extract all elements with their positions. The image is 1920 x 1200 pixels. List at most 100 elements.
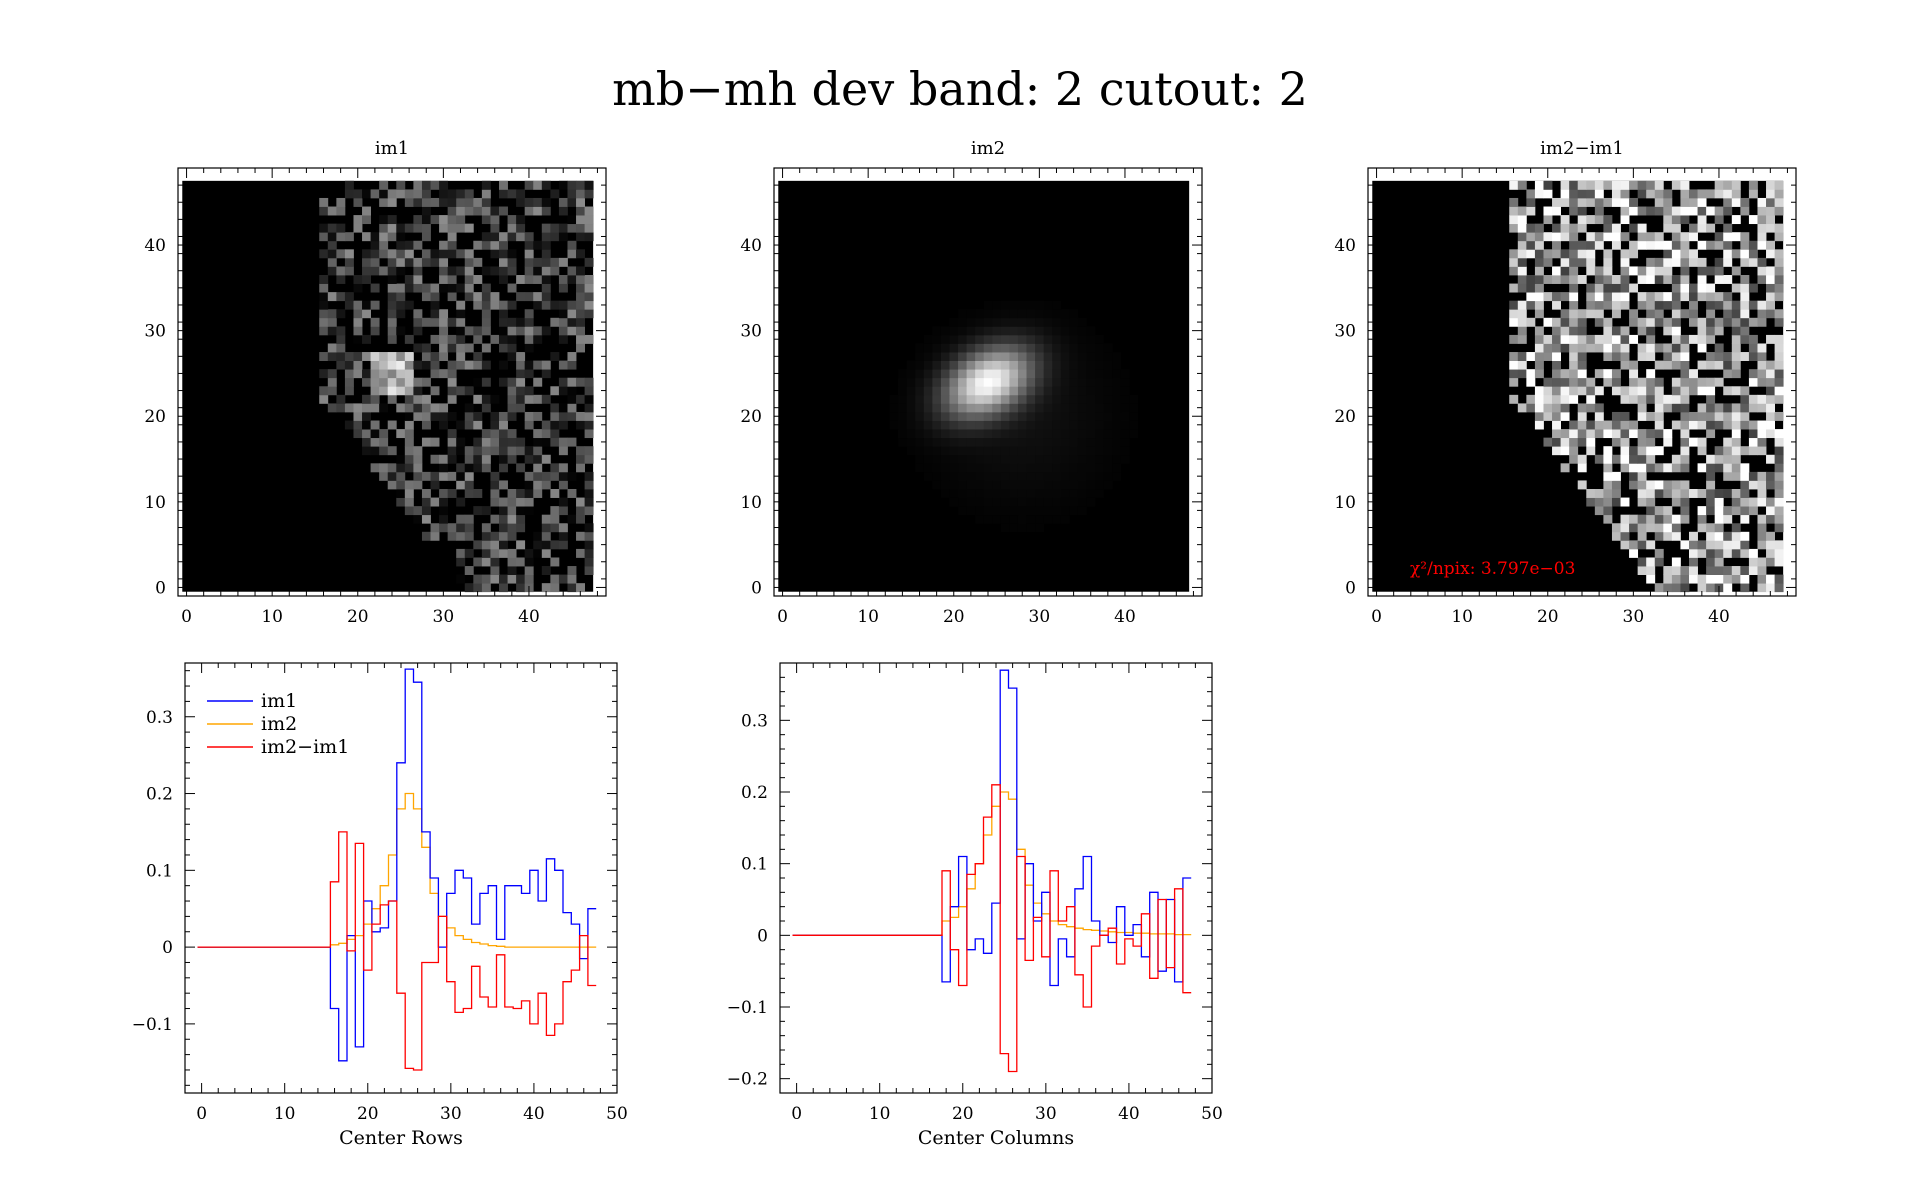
heatmap-cell	[533, 292, 543, 302]
heatmap-cell	[1714, 523, 1724, 533]
heatmap-cell	[940, 334, 950, 344]
heatmap-cell	[923, 403, 933, 413]
heatmap-cell	[1757, 223, 1767, 233]
heatmap-cell	[1637, 463, 1647, 473]
heatmap-cell	[1594, 197, 1604, 207]
heatmap-cell	[541, 360, 551, 370]
y-tick-label: 10	[1334, 493, 1356, 513]
heatmap-cell	[906, 403, 916, 413]
heatmap-cell	[1534, 249, 1544, 259]
heatmap-cell	[983, 386, 993, 396]
heatmap-cell	[1620, 411, 1630, 421]
heatmap-cell	[1129, 411, 1139, 421]
heatmap-cell	[1723, 369, 1733, 379]
heatmap-cell	[1009, 497, 1019, 507]
heatmap-cell	[1077, 386, 1087, 396]
heatmap-cell	[1611, 223, 1621, 233]
heatmap-cell	[1714, 463, 1724, 473]
heatmap-cell	[319, 352, 329, 361]
heatmap-cell	[516, 369, 526, 379]
heatmap-cell	[1517, 309, 1527, 319]
heatmap-cell	[1569, 257, 1579, 267]
heatmap-cell	[1552, 420, 1561, 430]
heatmap-cell	[915, 429, 925, 439]
heatmap-cell	[481, 394, 491, 404]
heatmap-cell	[1714, 352, 1724, 361]
heatmap-cell	[1757, 275, 1767, 284]
heatmap-cell	[940, 343, 950, 353]
heatmap-cell	[1637, 377, 1647, 387]
heatmap-cell	[1620, 300, 1630, 310]
heatmap-cell	[1680, 394, 1690, 404]
heatmap-cell	[1594, 489, 1604, 498]
x-tick-label: 40	[1708, 607, 1730, 627]
heatmap-cell	[1629, 369, 1639, 379]
heatmap-cell	[370, 369, 380, 379]
heatmap-cell	[1560, 292, 1570, 302]
heatmap-cell	[430, 292, 440, 302]
heatmap-cell	[1603, 420, 1613, 430]
heatmap-cell	[516, 232, 526, 242]
heatmap-cell	[1637, 317, 1647, 327]
heatmap-cell	[1671, 403, 1681, 413]
heatmap-cell	[915, 403, 925, 413]
heatmap-cell	[490, 240, 500, 250]
heatmap-cell	[1603, 369, 1613, 379]
heatmap-cell	[1120, 386, 1130, 396]
heatmap-cell	[387, 326, 397, 336]
heatmap-cell	[1766, 531, 1775, 541]
heatmap-cell	[1509, 377, 1519, 387]
heatmap-cell	[1569, 206, 1579, 216]
heatmap-cell	[1654, 275, 1664, 284]
heatmap-cell	[949, 446, 959, 456]
heatmap-image	[778, 180, 1190, 592]
heatmap-cell	[983, 454, 993, 464]
heatmap-cell	[533, 454, 543, 464]
heatmap-cell	[1577, 377, 1587, 387]
heatmap-cell	[550, 540, 560, 550]
heatmap-cell	[516, 523, 526, 533]
heatmap-cell	[1663, 403, 1673, 413]
heatmap-cell	[421, 489, 431, 498]
heatmap-cell	[1663, 223, 1673, 233]
heatmap-cell	[1534, 403, 1544, 413]
heatmap-cell	[1552, 394, 1561, 404]
heatmap-cell	[404, 411, 414, 421]
heatmap-cell	[1000, 523, 1010, 533]
heatmap-cell	[541, 257, 551, 267]
heatmap-cell	[464, 531, 474, 541]
heatmap-cell	[1569, 317, 1579, 327]
heatmap-cell	[1697, 317, 1707, 327]
y-tick-label: 0.3	[741, 711, 768, 731]
heatmap-cell	[1103, 360, 1113, 370]
heatmap-cell	[949, 411, 959, 421]
heatmap-cell	[1611, 240, 1621, 250]
heatmap-cell	[940, 394, 950, 404]
heatmap-cell	[1671, 334, 1681, 344]
heatmap-cell	[404, 240, 414, 250]
heatmap-cell	[1543, 215, 1553, 225]
heatmap-cell	[1560, 223, 1570, 233]
heatmap-cell	[1654, 557, 1664, 567]
heatmap-cell	[949, 403, 959, 413]
heatmap-cell	[558, 257, 568, 267]
heatmap-cell	[456, 309, 466, 319]
heatmap-cell	[1017, 369, 1027, 379]
heatmap-cell	[983, 377, 993, 387]
heatmap-cell	[327, 403, 337, 413]
heatmap-cell	[1611, 352, 1621, 361]
heatmap-cell	[1517, 283, 1527, 293]
heatmap-cell	[1103, 386, 1113, 396]
heatmap-cell	[567, 411, 577, 421]
heatmap-cell	[379, 429, 389, 439]
heatmap-cell	[1052, 360, 1062, 370]
heatmap-cell	[1766, 292, 1775, 302]
heatmap-cell	[1680, 189, 1690, 199]
heatmap-cell	[1000, 471, 1010, 481]
heatmap-cell	[1120, 403, 1130, 413]
heatmap-cell	[949, 437, 959, 447]
heatmap-cell	[1594, 232, 1604, 242]
heatmap-cell	[1706, 240, 1716, 250]
heatmap-cell	[439, 523, 449, 533]
heatmap-cell	[404, 446, 414, 456]
